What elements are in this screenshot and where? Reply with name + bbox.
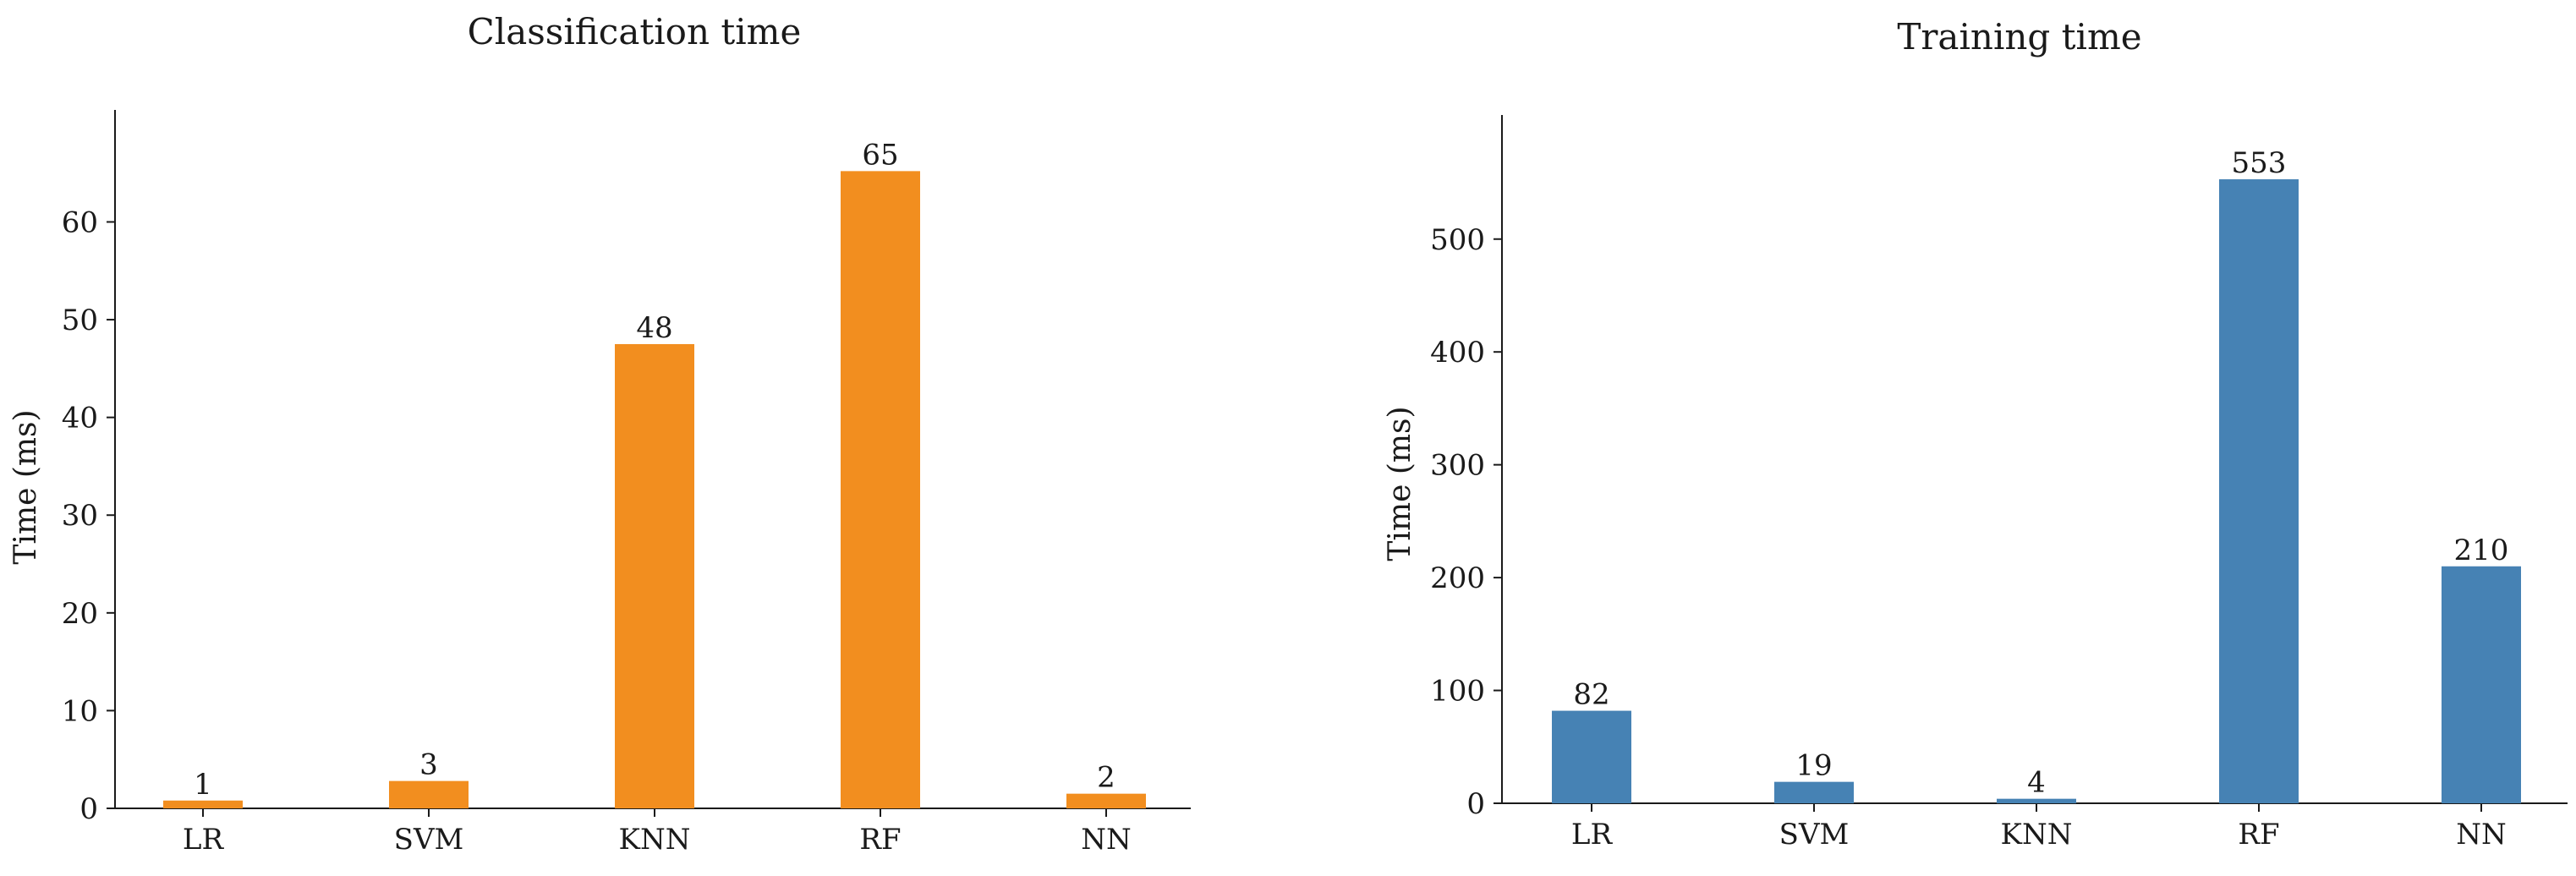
y-tick-label: 60 xyxy=(62,205,98,239)
x-tick-label: SVM xyxy=(394,823,464,857)
bar-nn xyxy=(2442,566,2521,803)
y-ticks: 0 100 200 300 400 500 xyxy=(1430,223,1502,821)
data-label-svm: 19 xyxy=(1795,749,1832,783)
chart-panel-classification-time: Classification time Time (ms) 0 10 20 30 40 5… xyxy=(8,11,1191,857)
bar-nn xyxy=(1066,793,1146,808)
data-label-rf: 553 xyxy=(2232,146,2287,180)
chart-title: Training time xyxy=(1897,16,2141,57)
x-tick-label: NN xyxy=(2456,818,2507,851)
y-tick-label: 0 xyxy=(1466,787,1485,821)
y-tick-label: 50 xyxy=(62,304,98,337)
bar-knn xyxy=(615,343,694,808)
data-label-rf: 65 xyxy=(862,138,898,172)
x-tick-label: RF xyxy=(2238,818,2279,851)
x-ticks: LR SVM KNN RF NN xyxy=(1571,803,2507,851)
x-tick-label: LR xyxy=(1571,818,1614,851)
y-tick-label: 30 xyxy=(62,499,98,533)
chart-title: Classification time xyxy=(468,11,802,52)
bars xyxy=(163,171,1146,809)
bar-rf xyxy=(841,171,920,809)
bar-svm xyxy=(389,780,469,808)
data-label-nn: 2 xyxy=(1097,761,1115,795)
x-tick-label: SVM xyxy=(1779,818,1850,851)
y-tick-label: 200 xyxy=(1430,561,1485,595)
bar-svm xyxy=(1774,781,1854,803)
data-label-knn: 4 xyxy=(2027,766,2046,800)
y-tick-label: 400 xyxy=(1430,336,1485,370)
y-tick-label: 300 xyxy=(1430,449,1485,483)
bar-knn xyxy=(1997,798,2076,803)
data-label-lr: 1 xyxy=(194,768,212,802)
y-axis-label: Time (ms) xyxy=(8,409,43,564)
y-tick-label: 500 xyxy=(1430,223,1485,257)
y-ticks: 0 10 20 30 40 50 60 xyxy=(62,205,115,826)
bar-lr xyxy=(163,800,243,808)
bars xyxy=(1552,179,2521,804)
bar-rf xyxy=(2219,179,2299,804)
data-label-knn: 48 xyxy=(636,311,672,345)
y-tick-label: 100 xyxy=(1430,675,1485,709)
x-tick-label: LR xyxy=(183,823,225,857)
x-ticks: LR SVM KNN RF NN xyxy=(183,808,1132,857)
chart-panel-training-time: Training time Time (ms) 0 100 200 300 400 500… xyxy=(1383,16,2568,851)
x-tick-label: NN xyxy=(1081,823,1132,857)
y-axis-label: Time (ms) xyxy=(1383,406,1417,561)
y-tick-label: 20 xyxy=(62,597,98,631)
x-tick-label: KNN xyxy=(2001,818,2073,851)
x-tick-label: RF xyxy=(859,823,901,857)
data-labels: 1 3 48 65 2 xyxy=(194,138,1115,801)
y-tick-label: 10 xyxy=(62,694,98,728)
y-tick-label: 40 xyxy=(62,402,98,435)
data-label-lr: 82 xyxy=(1573,678,1609,712)
data-label-nn: 210 xyxy=(2454,534,2509,567)
bar-lr xyxy=(1552,710,1631,803)
x-tick-label: KNN xyxy=(619,823,691,857)
data-label-svm: 3 xyxy=(419,748,438,782)
y-tick-label: 0 xyxy=(79,792,98,826)
data-labels: 82 19 4 553 210 xyxy=(1573,146,2508,800)
